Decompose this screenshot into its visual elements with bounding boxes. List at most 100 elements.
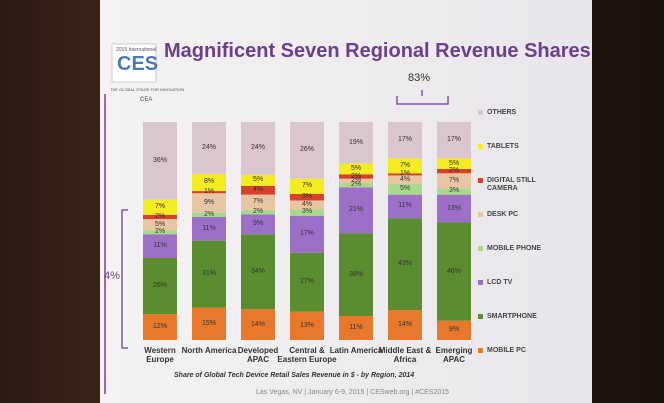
bar-segment <box>339 174 373 179</box>
bar-segment <box>241 214 275 235</box>
value-label: 38% <box>348 270 363 278</box>
bar-segment <box>241 234 275 310</box>
bar-segment <box>388 158 422 174</box>
value-label: 11% <box>153 242 167 250</box>
value-label: 21% <box>348 206 363 214</box>
legend-label: DIGITAL STILL CAMERA <box>487 177 536 192</box>
value-label: 11% <box>202 224 216 232</box>
value-label: 4% <box>399 175 411 183</box>
legend-swatch <box>478 212 483 217</box>
bar-segment <box>339 316 373 340</box>
x-tick-label: Latin America <box>329 346 383 355</box>
bar-segment <box>437 320 471 340</box>
bar-segment <box>192 212 226 217</box>
legend-swatch <box>478 178 483 183</box>
bar-segment <box>290 200 324 210</box>
footer: Las Vegas, NV | January 6-9, 2015 | CESw… <box>256 389 450 396</box>
bar-segment <box>339 183 373 188</box>
value-label: 36% <box>152 156 167 164</box>
bar-segment <box>241 194 275 211</box>
logo-name: CES <box>117 53 159 75</box>
bar-segment <box>290 311 324 340</box>
bracket <box>121 209 128 349</box>
chart-title: Magnificent Seven Regional Revenue Share… <box>164 40 591 62</box>
bar-segment <box>437 158 471 170</box>
legend-swatch <box>478 144 483 149</box>
legend-label: TABLETS <box>487 143 519 150</box>
bar-segment <box>388 183 422 195</box>
bar-segment <box>192 307 226 340</box>
bar-segment <box>143 257 177 315</box>
value-label: 7% <box>399 161 411 169</box>
value-label: 15% <box>201 319 216 327</box>
bar-segment <box>388 175 422 184</box>
value-label: 2% <box>252 208 264 216</box>
value-label: 46% <box>446 267 461 275</box>
bar-segment <box>437 173 471 189</box>
value-label: 24% <box>250 144 265 152</box>
bar-segment <box>339 178 373 184</box>
bar-segment <box>388 173 422 176</box>
legend-label: MOBILE PC <box>487 347 526 354</box>
value-label: 31% <box>201 270 216 278</box>
bar-segment <box>290 122 324 179</box>
value-label: 7% <box>154 203 166 211</box>
value-label: 17% <box>397 136 412 144</box>
bar-segment <box>388 218 422 311</box>
value-label: 17% <box>446 136 461 144</box>
value-label: 24% <box>201 143 216 151</box>
bar-segment <box>192 240 226 308</box>
bar-segment <box>192 173 226 192</box>
value-label: 3% <box>301 208 313 216</box>
bar-segment <box>241 185 275 195</box>
bar-segment <box>290 215 324 253</box>
bar-segment <box>388 310 422 340</box>
bar-segment <box>192 193 226 213</box>
value-label: 5% <box>252 176 264 184</box>
legend-swatch <box>478 246 483 251</box>
value-label: 12% <box>152 323 167 331</box>
value-label: 2% <box>203 210 215 218</box>
logo-tagline: THE GLOBAL STAGE FOR INNOVATION <box>110 87 185 92</box>
bar-segment <box>192 191 226 194</box>
bar-segment <box>241 210 275 215</box>
slide-accent <box>104 94 106 394</box>
value-label: 11% <box>349 324 363 331</box>
x-tick-label: North America <box>181 346 237 355</box>
bar-segment <box>339 163 373 175</box>
value-label: 27% <box>299 278 314 286</box>
bar-segment <box>339 233 373 317</box>
bar-segment <box>143 229 177 235</box>
logo-box <box>111 43 157 83</box>
value-label: 5% <box>399 185 411 193</box>
value-label: 4% <box>301 200 313 208</box>
value-label: 3% <box>448 187 460 195</box>
legend-swatch <box>478 110 483 115</box>
bar-segment <box>143 219 177 230</box>
bar-segment <box>437 122 471 159</box>
value-label: 11% <box>398 202 412 210</box>
value-label: 2% <box>448 167 460 175</box>
value-label: 3% <box>301 193 313 201</box>
bar-segment <box>290 252 324 312</box>
bar-segment <box>241 174 275 186</box>
value-label: 43% <box>397 260 412 268</box>
value-label: 9% <box>203 198 215 206</box>
annotation: 83% <box>408 72 431 84</box>
value-label: 5% <box>350 164 362 172</box>
legend-swatch <box>478 348 483 353</box>
value-label: 14% <box>250 320 265 328</box>
value-label: 2% <box>350 176 362 184</box>
x-tick-label: Central & Eastern Europe <box>277 346 337 364</box>
value-label: 2% <box>154 212 166 220</box>
bar-segment <box>290 193 324 201</box>
legend-label: SMARTPHONE <box>487 313 537 320</box>
annotation: 4% <box>104 270 120 282</box>
bar-segment <box>437 194 471 223</box>
value-label: 14% <box>397 321 412 329</box>
value-label: 4% <box>252 186 264 194</box>
legend-label: LCD TV <box>487 279 513 286</box>
legend-swatch <box>478 280 483 285</box>
x-tick-label: Western Europe <box>144 346 176 364</box>
value-label: 17% <box>299 230 314 238</box>
